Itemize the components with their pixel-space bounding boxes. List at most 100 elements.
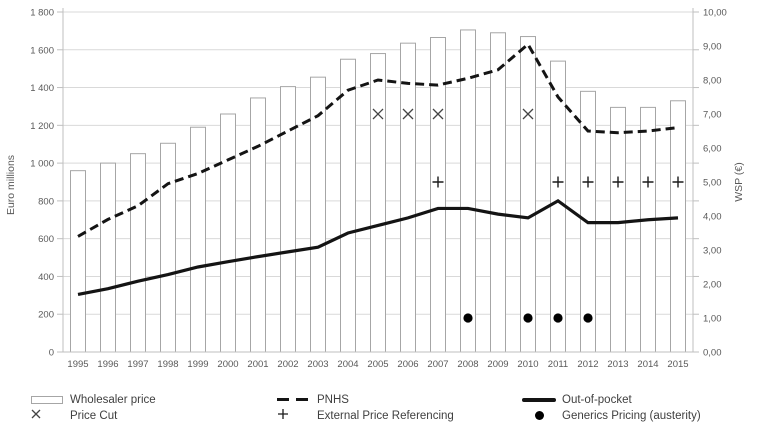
x-axis-tick-label: 2009 (487, 359, 508, 370)
legend-label: PNHS (317, 393, 349, 406)
external-price-referencing-marker (552, 176, 564, 188)
line-series (77, 41, 679, 296)
bar-wholesaler-price (280, 86, 296, 353)
x-axis-tick-label: 2001 (247, 359, 268, 370)
bar-wholesaler-price (100, 162, 116, 353)
bar-wholesaler-price (160, 142, 176, 353)
dot-marker-icon (522, 411, 556, 420)
right-axis-tick-label: 8,00 (703, 76, 722, 87)
x-axis-tick-label: 2003 (307, 359, 328, 370)
bar-wholesaler-price (400, 42, 416, 353)
x-axis-tick-label: 2004 (337, 359, 358, 370)
x-axis-tick-label: 1995 (67, 359, 88, 370)
bar-wholesaler-price (640, 106, 656, 353)
left-axis-tick-label: 1 600 (30, 45, 54, 56)
bar-series (70, 29, 686, 353)
right-axis-tick-label: 4,00 (703, 212, 722, 223)
right-axis-tick-label: 0,00 (703, 348, 722, 359)
price-cut-marker (432, 108, 444, 120)
x-axis-tick-label: 2008 (457, 359, 478, 370)
left-axis-title: Euro millions (5, 155, 17, 215)
legend-label: External Price Referencing (317, 409, 454, 422)
bar-wholesaler-price (310, 76, 326, 353)
right-axis-tick-label: 2,00 (703, 280, 722, 291)
price-cut-marker (522, 108, 534, 120)
right-axis-tick-label: 7,00 (703, 110, 722, 121)
x-axis-tick-label: 2007 (427, 359, 448, 370)
out-of-pocket-line (77, 198, 679, 296)
right-axis-title: WSP (€) (733, 162, 745, 201)
legend-label: Wholesaler price (70, 393, 156, 406)
bar-wholesaler-price (610, 106, 626, 353)
left-axis-tick-label: 1 200 (30, 121, 54, 132)
left-axis-tick-label: 600 (38, 234, 54, 245)
legend-item-generics-pricing: Generics Pricing (austerity) (522, 408, 701, 423)
bar-wholesaler-price (190, 126, 206, 353)
right-axis-tick-label: 9,00 (703, 42, 722, 53)
right-axis-tick-label: 10,00 (703, 8, 727, 19)
x-axis-tick-label: 2000 (217, 359, 238, 370)
combo-chart: 0 200 400 600 800 1 000 1 200 1 400 1 600 1 800 0,… (5, 8, 745, 371)
bar-wholesaler-price (520, 36, 536, 353)
right-axis-tick-label: 1,00 (703, 314, 722, 325)
external-price-referencing-marker (642, 176, 654, 188)
x-axis-tick-label: 2015 (667, 359, 688, 370)
external-price-referencing-marker (582, 176, 594, 188)
external-price-referencing-marker (612, 176, 624, 188)
x-axis-tick-label: 2010 (517, 359, 538, 370)
left-axis-tick-label: 200 (38, 310, 54, 321)
x-axis-tick-label: 2013 (607, 359, 628, 370)
bar-wholesaler-price (670, 100, 686, 353)
right-axis-tick-label: 3,00 (703, 246, 722, 257)
legend-item-wholesaler-price: Wholesaler price (30, 392, 156, 407)
solid-line-swatch-icon (522, 397, 556, 402)
bar-wholesaler-price (250, 97, 266, 353)
x-axis-tick-label: 1996 (97, 359, 118, 370)
bar-wholesaler-price (340, 58, 356, 353)
right-axis-tick-label: 6,00 (703, 144, 722, 155)
generics-pricing-marker (523, 313, 533, 323)
x-axis-tick-label: 1997 (127, 359, 148, 370)
event-markers (372, 108, 684, 323)
x-axis-tick-label: 1998 (157, 359, 178, 370)
generics-pricing-marker (463, 313, 473, 323)
generics-pricing-marker (583, 313, 593, 323)
axis-tick-labels: 0 200 400 600 800 1 000 1 200 1 400 1 600 1 800 0,… (30, 8, 727, 371)
left-axis-tick-label: 400 (38, 272, 54, 283)
dashed-line-swatch-icon (277, 398, 311, 401)
legend-label: Generics Pricing (austerity) (562, 409, 701, 422)
legend-item-price-cut: Price Cut (30, 408, 117, 423)
x-axis-tick-label: 2011 (548, 359, 568, 370)
legend-item-pnhs: PNHS (277, 392, 349, 407)
x-axis-tick-label: 2012 (577, 359, 598, 370)
legend-item-external-price-referencing: External Price Referencing (277, 408, 454, 423)
x-axis-tick-label: 2002 (277, 359, 298, 370)
x-axis-tick-label: 1999 (187, 359, 208, 370)
left-axis-tick-label: 1 000 (30, 159, 54, 170)
legend-item-out-of-pocket: Out-of-pocket (522, 392, 632, 407)
legend-label: Price Cut (70, 409, 118, 422)
legend-label: Out-of-pocket (562, 393, 632, 406)
bar-wholesaler-price (130, 153, 146, 353)
left-axis-tick-label: 1 800 (30, 8, 54, 19)
pnhs-line (77, 41, 679, 238)
bar-wholesaler-price (490, 32, 506, 353)
bar-wholesaler-price (370, 53, 386, 353)
price-cut-marker (372, 108, 384, 120)
left-axis-tick-label: 1 400 (30, 83, 54, 94)
x-axis-tick-label: 2005 (367, 359, 388, 370)
bar-wholesaler-price (70, 170, 86, 353)
bar-wholesaler-price (220, 113, 236, 353)
x-axis-tick-label: 2006 (397, 359, 418, 370)
x-axis-tick-label: 2014 (637, 359, 658, 370)
bar-swatch-icon (30, 395, 64, 404)
price-cut-marker (402, 108, 414, 120)
generics-pricing-marker (553, 313, 563, 323)
left-axis-tick-label: 800 (38, 196, 54, 207)
axes (57, 8, 699, 353)
right-axis-tick-label: 5,00 (703, 178, 722, 189)
external-price-referencing-marker (432, 176, 444, 188)
external-price-referencing-marker (672, 176, 684, 188)
left-axis-tick-label: 0 (49, 348, 54, 359)
